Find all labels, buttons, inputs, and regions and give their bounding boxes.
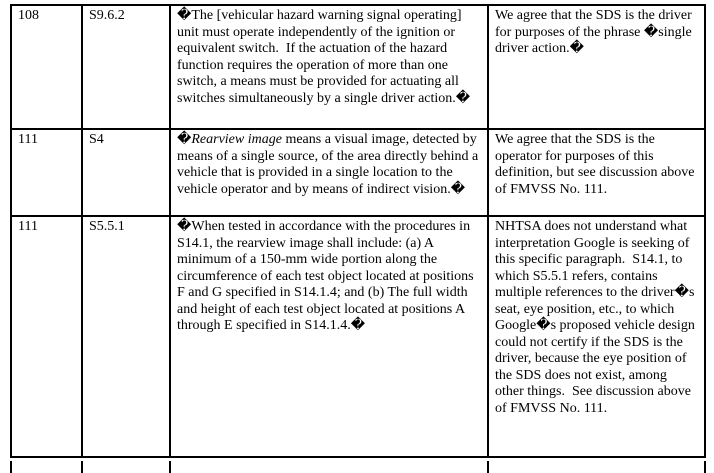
- agency-response-text: NHTSA does not understand what interpret…: [495, 219, 699, 416]
- quote-rest: means a visual image, detected by means …: [177, 132, 482, 197]
- table-row: 111 S4 �Rearview image means a visual im…: [12, 130, 704, 217]
- quote-open-mark: �: [177, 132, 192, 147]
- section-number: S5.5.1: [89, 219, 125, 234]
- cell-section: S4: [83, 130, 171, 215]
- cell-agency-response: We agree that the SDS is the driver for …: [489, 6, 704, 128]
- table-row: 111 S5.5.1 �When tested in accordance wi…: [12, 217, 704, 458]
- standard-number: 111: [18, 219, 38, 234]
- cell-quoted-text: �Rearview image means a visual image, de…: [171, 130, 489, 215]
- cell-quoted-text: �The [vehicular hazard warning signal op…: [171, 6, 489, 128]
- table-row: 108 S9.6.2 �The [vehicular hazard warnin…: [12, 6, 704, 130]
- standard-number: 108: [18, 8, 39, 23]
- cell-standard-number: 111: [12, 130, 83, 215]
- cell-agency-response: We agree that the SDS is the operator fo…: [489, 130, 704, 215]
- defined-term-italic: Rearview image: [191, 132, 282, 147]
- section-number: S4: [89, 132, 104, 147]
- agency-response-text: We agree that the SDS is the operator fo…: [495, 132, 698, 197]
- standard-number: 111: [18, 132, 38, 147]
- quoted-regulation-text: �The [vehicular hazard warning signal op…: [177, 8, 471, 106]
- cell-standard-number: 111: [12, 217, 83, 456]
- document-page: { "table": { "rows": [ { "standard": "10…: [10, 4, 706, 473]
- cell-agency-response: NHTSA does not understand what interpret…: [489, 217, 704, 456]
- cell-standard-number: 108: [12, 6, 83, 128]
- cell-quoted-text: �When tested in accordance with the proc…: [171, 217, 489, 456]
- agency-response-text: We agree that the SDS is the driver for …: [495, 8, 696, 56]
- comments-table: 108 S9.6.2 �The [vehicular hazard warnin…: [10, 4, 706, 458]
- quoted-regulation-text: �When tested in accordance with the proc…: [177, 219, 478, 333]
- section-number: S9.6.2: [89, 8, 125, 23]
- cell-section: S5.5.1: [83, 217, 171, 456]
- quoted-regulation-text: �Rearview image means a visual image, de…: [177, 132, 482, 197]
- cell-section: S9.6.2: [83, 6, 171, 128]
